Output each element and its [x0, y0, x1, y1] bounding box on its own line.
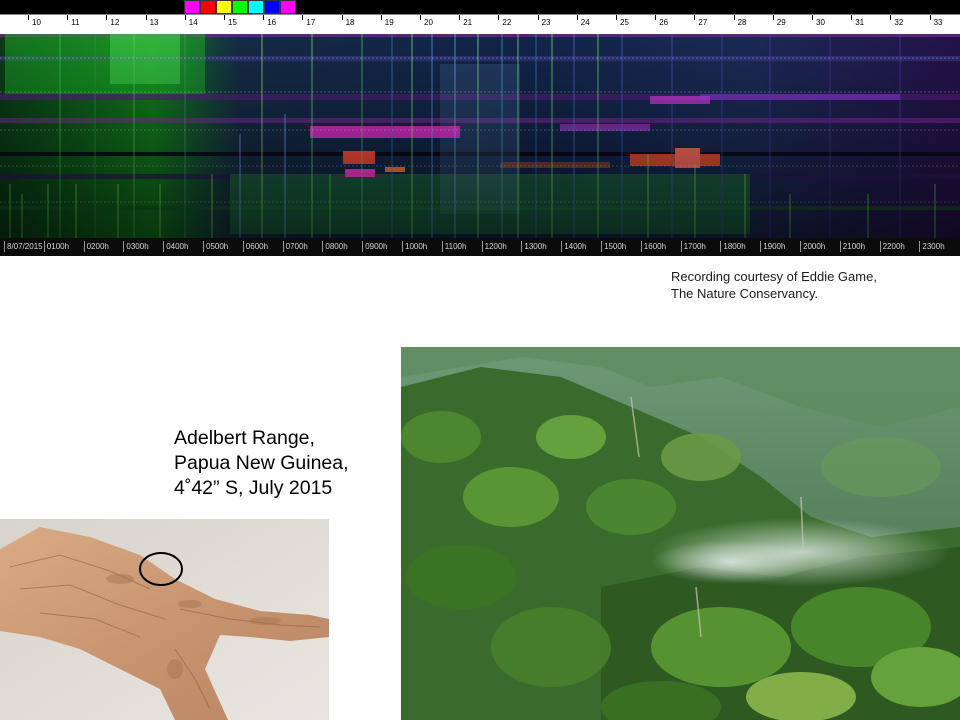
spectrogram-image — [0, 34, 960, 238]
time-label: 1500h — [601, 241, 628, 252]
color-swatch — [232, 0, 248, 14]
ruler-tick — [576, 15, 578, 20]
ruler-label: 10 — [32, 18, 41, 27]
ruler-label: 21 — [463, 18, 473, 27]
ruler-label: 27 — [698, 18, 708, 27]
time-label: 0300h — [123, 241, 150, 252]
ruler-tick — [224, 15, 225, 20]
ruler-tick — [929, 15, 931, 20]
ruler-tick — [694, 15, 696, 20]
time-label: 2300h — [919, 241, 946, 252]
color-swatch — [184, 0, 200, 14]
credit-line-2: The Nature Conservancy. — [671, 286, 819, 301]
color-swatch — [248, 0, 264, 14]
ruler-label: 28 — [737, 18, 747, 27]
time-label: 1100h — [441, 241, 469, 252]
time-label: 1300h — [521, 241, 548, 252]
ruler-tick — [263, 15, 265, 20]
false-color-spectrogram: 10 11 12 13 14 15 16 17 18 19 20 21 22 23 24 25 26 27 28 29… — [0, 0, 960, 256]
time-label: 1200h — [481, 241, 509, 252]
study-site-circle-icon — [139, 552, 183, 586]
ruler-tick — [420, 15, 421, 20]
location-caption: Adelbert Range, Papua New Guinea, 4˚42” … — [174, 426, 349, 501]
recording-credit: Recording courtesy of Eddie Game, The Na… — [671, 268, 951, 302]
ruler-label: 17 — [306, 18, 316, 27]
ruler-tick — [459, 15, 461, 20]
color-swatch — [200, 0, 216, 14]
ruler-label: 24 — [580, 18, 590, 27]
color-swatch — [216, 0, 232, 14]
ruler-label: 26 — [659, 18, 669, 27]
ruler-label: 29 — [776, 18, 786, 27]
ruler-tick — [380, 15, 382, 20]
time-label: 1700h — [680, 241, 708, 252]
time-label: 0400h — [163, 241, 190, 252]
ruler-tick — [28, 15, 29, 20]
credit-line-1: Recording courtesy of Eddie Game, — [671, 269, 877, 284]
ruler-tick — [498, 15, 500, 20]
ruler-tick — [772, 15, 774, 20]
relief-map-photo — [0, 519, 329, 720]
time-label: 2200h — [879, 241, 907, 252]
ruler-label: 25 — [620, 18, 629, 27]
ruler-tick — [67, 15, 69, 20]
time-label: 8/07/2015 — [4, 241, 45, 252]
ruler-tick — [184, 15, 186, 20]
rainforest-canopy-photo — [401, 347, 960, 720]
time-label: 1800h — [720, 241, 747, 252]
location-line-1: Adelbert Range, — [174, 427, 315, 449]
time-label: 2100h — [839, 241, 867, 252]
ruler-tick — [106, 15, 108, 20]
ruler-tick — [851, 15, 853, 20]
time-label: 1600h — [640, 241, 668, 252]
ruler-label: 33 — [933, 18, 943, 27]
time-label: 1400h — [561, 241, 588, 252]
ruler-label: 15 — [228, 18, 237, 27]
time-label: 0100h — [43, 241, 71, 252]
ruler-tick — [733, 15, 735, 20]
time-label: 0500h — [203, 241, 230, 252]
ruler-tick — [890, 15, 892, 20]
location-line-3: 4˚42” S, July 2015 — [174, 477, 333, 499]
ruler-tick — [616, 15, 617, 20]
time-label: 0600h — [242, 241, 270, 252]
color-swatch — [264, 0, 280, 14]
ruler-tick — [655, 15, 657, 20]
ruler-tick — [302, 15, 304, 20]
ruler-label: 13 — [149, 18, 159, 27]
ruler-label: 19 — [384, 18, 394, 27]
time-axis: 8/07/2015 0100h 0200h 0300h 0400h 0500h 0600h 0… — [0, 238, 960, 256]
ruler-tick — [812, 15, 813, 20]
ruler-tick — [341, 15, 343, 20]
ruler-label: 32 — [894, 18, 904, 27]
time-label: 0200h — [83, 241, 111, 252]
time-label: 2000h — [800, 241, 827, 252]
ruler-label: 20 — [424, 18, 433, 27]
ruler-label: 14 — [188, 18, 198, 27]
ruler-label: 18 — [345, 18, 355, 27]
ruler-tick — [537, 15, 539, 20]
location-line-2: Papua New Guinea, — [174, 452, 349, 474]
ruler-label: 22 — [502, 18, 512, 27]
ruler-label: 11 — [71, 18, 80, 27]
ruler-label: 12 — [110, 18, 120, 27]
time-label: 0700h — [282, 241, 310, 252]
ruler-label: 16 — [267, 18, 277, 27]
time-label: 1900h — [760, 241, 787, 252]
ruler-label: 30 — [816, 18, 825, 27]
time-label: 0800h — [322, 241, 349, 252]
time-label: 0900h — [362, 241, 389, 252]
ruler-tick — [145, 15, 147, 20]
color-legend-swatches — [184, 0, 296, 14]
ruler-label: 23 — [541, 18, 551, 27]
frequency-ruler: 10 11 12 13 14 15 16 17 18 19 20 21 22 23 24 25 26 27 28 29… — [0, 14, 960, 35]
time-label: 1000h — [402, 241, 429, 252]
color-swatch — [280, 0, 296, 14]
ruler-label: 31 — [855, 18, 865, 27]
